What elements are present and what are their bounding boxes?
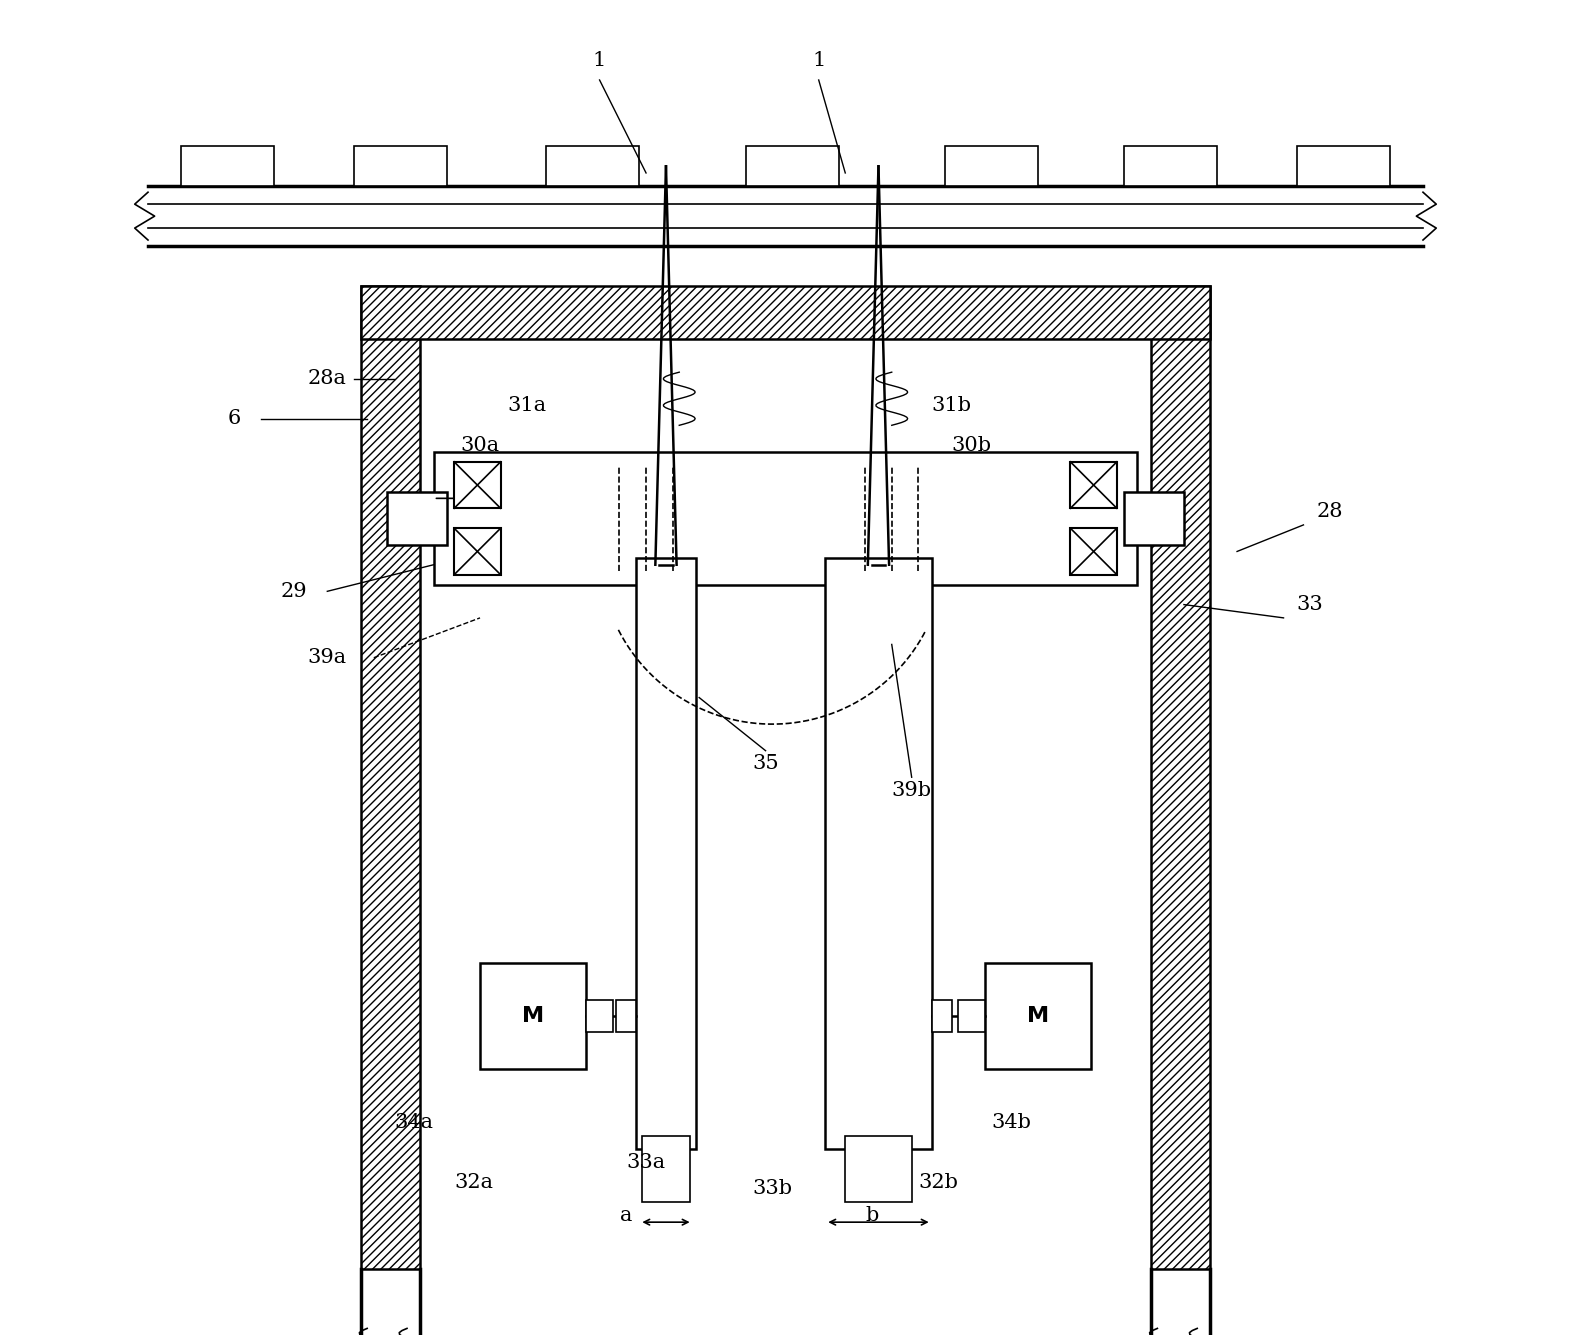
Text: 33: 33 (1296, 595, 1323, 615)
Text: 34a: 34a (394, 1113, 434, 1133)
FancyBboxPatch shape (1125, 146, 1218, 187)
Text: 1: 1 (812, 51, 825, 70)
Text: 39b: 39b (892, 781, 932, 800)
Text: M: M (522, 1006, 544, 1027)
FancyBboxPatch shape (616, 1000, 636, 1032)
FancyBboxPatch shape (181, 146, 275, 187)
Text: a: a (621, 1206, 632, 1225)
FancyBboxPatch shape (386, 491, 446, 545)
Text: 33a: 33a (627, 1153, 666, 1172)
Text: M: M (1027, 1006, 1049, 1027)
FancyBboxPatch shape (932, 1000, 952, 1032)
Text: 31b: 31b (932, 396, 971, 415)
FancyBboxPatch shape (643, 1135, 690, 1202)
FancyBboxPatch shape (944, 146, 1038, 187)
Text: 31a: 31a (507, 396, 547, 415)
FancyBboxPatch shape (636, 558, 696, 1149)
FancyBboxPatch shape (586, 1000, 613, 1032)
FancyBboxPatch shape (958, 1000, 985, 1032)
FancyBboxPatch shape (825, 558, 932, 1149)
Text: 6: 6 (228, 409, 240, 428)
Text: 29: 29 (281, 582, 308, 601)
FancyBboxPatch shape (746, 146, 839, 187)
Text: 1: 1 (592, 51, 606, 70)
Text: 30b: 30b (952, 436, 991, 455)
FancyBboxPatch shape (454, 529, 501, 574)
Bar (360, 286, 421, 1268)
Text: 30a: 30a (460, 436, 500, 455)
Bar (1150, 286, 1211, 1268)
FancyBboxPatch shape (547, 146, 639, 187)
FancyBboxPatch shape (481, 964, 586, 1070)
FancyBboxPatch shape (1125, 491, 1185, 545)
Text: 28a: 28a (308, 369, 347, 388)
Text: 28: 28 (1316, 502, 1343, 521)
Text: 32a: 32a (454, 1173, 493, 1192)
Text: 39a: 39a (308, 648, 347, 667)
FancyBboxPatch shape (434, 452, 1137, 585)
Text: 35: 35 (753, 754, 779, 773)
FancyBboxPatch shape (1070, 529, 1117, 574)
Text: 34b: 34b (991, 1113, 1031, 1133)
FancyBboxPatch shape (985, 964, 1090, 1070)
Text: 32b: 32b (919, 1173, 958, 1192)
FancyBboxPatch shape (353, 146, 446, 187)
Text: 33b: 33b (753, 1180, 792, 1198)
Bar (360, 286, 1211, 340)
FancyBboxPatch shape (454, 462, 501, 509)
FancyBboxPatch shape (1070, 462, 1117, 509)
Text: b: b (866, 1206, 878, 1225)
FancyBboxPatch shape (845, 1135, 911, 1202)
FancyBboxPatch shape (1296, 146, 1390, 187)
